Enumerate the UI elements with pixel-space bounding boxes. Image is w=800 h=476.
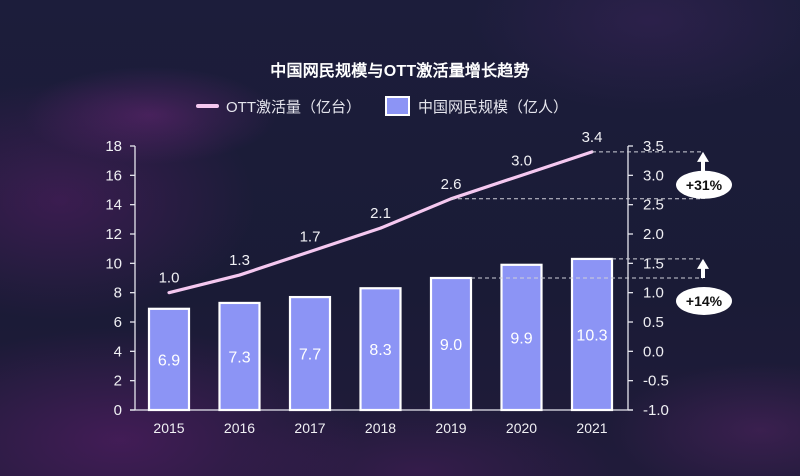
- bar-value-label: 8.3: [369, 342, 391, 359]
- bar-2016: [218, 301, 261, 412]
- bar-value-label: 7.7: [299, 347, 321, 364]
- bar-2020: [500, 263, 543, 412]
- line-value-label: 1.3: [229, 252, 250, 269]
- bar-2015: [147, 307, 191, 412]
- line-value-label: 3.0: [511, 152, 532, 169]
- y-left-tick-label: 16: [105, 167, 122, 184]
- x-tick-label-2019: 2019: [435, 420, 466, 436]
- y-left-tick-label: 0: [114, 402, 122, 419]
- y-right-tick-label: -1.0: [643, 402, 669, 419]
- y-right-tick-label: 2.0: [643, 226, 664, 243]
- line-value-label: 2.6: [441, 176, 462, 193]
- legend-item-netizens: 中国网民规模（亿人）: [418, 99, 569, 116]
- growth-badge: [676, 287, 732, 315]
- y-left-tick-label: 12: [105, 226, 122, 243]
- y-right-tick-label: 2.5: [643, 197, 664, 214]
- data-labels: 6.9 7.3 7.7 8.3 9.0 9.9 10.3 1.0 1.3 1.7 2.1 2.6 3.0…: [158, 129, 608, 370]
- bar-2021: [570, 257, 614, 412]
- bar-series: [147, 257, 614, 412]
- x-tick-label-2020: 2020: [506, 420, 537, 436]
- y-right-tick-label: -0.5: [643, 373, 669, 390]
- bar-value-label: 9.9: [510, 330, 532, 347]
- growth-annotations: +31% +14%: [451, 151, 732, 315]
- bar-value-label: 9.0: [440, 337, 462, 354]
- bar-2018: [359, 287, 402, 412]
- ott-line: [167, 150, 594, 295]
- bar-2019: [429, 276, 473, 412]
- y-left-tick-label: 8: [114, 285, 122, 302]
- y-left-tick-label: 4: [114, 343, 122, 360]
- y-left-tick-label: 2: [114, 373, 122, 390]
- x-tick-label-2016: 2016: [224, 420, 255, 436]
- axes: 0 2 4 6 8 10 12 14 16 18 -1.0 -0.5 0.0 0.5 1.0 1.5 2.0 2.…: [105, 138, 669, 436]
- y-right-tick-label: 1.0: [643, 285, 664, 302]
- chart-title: 中国网民规模与OTT激活量增长趋势: [270, 63, 530, 80]
- bar-value-label: 7.3: [228, 349, 250, 366]
- bar-value-label: 6.9: [158, 352, 180, 369]
- line-series: [167, 150, 594, 295]
- growth-badge-label: +14%: [686, 293, 723, 309]
- y-left-tick-label: 14: [105, 197, 122, 214]
- y-right-tick-label: 3.5: [643, 138, 664, 155]
- x-tick-label-2021: 2021: [576, 420, 607, 436]
- y-right-tick-label: 1.5: [643, 255, 664, 272]
- arrow-up-icon: [697, 258, 709, 269]
- line-value-label: 2.1: [370, 205, 391, 222]
- legend-line-swatch-icon: [196, 104, 219, 108]
- line-value-label: 1.0: [159, 270, 180, 287]
- growth-badge-label: +31%: [686, 177, 723, 193]
- x-tick-label-2015: 2015: [153, 420, 184, 436]
- line-value-label: 1.7: [300, 229, 321, 246]
- x-tick-label-2017: 2017: [294, 420, 325, 436]
- line-value-label: 3.4: [582, 129, 603, 146]
- legend-item-ott: OTT激活量（亿台）: [226, 99, 361, 116]
- y-left-tick-label: 10: [105, 255, 122, 272]
- bar-2017: [288, 295, 332, 412]
- legend-bar-swatch-icon: [385, 96, 410, 116]
- y-right-tick-label: 3.0: [643, 167, 664, 184]
- bar-value-label: 10.3: [576, 327, 607, 344]
- y-left-tick-label: 6: [114, 314, 122, 331]
- growth-badge: [676, 170, 732, 199]
- x-tick-label-2018: 2018: [365, 420, 396, 436]
- arrow-up-icon: [697, 151, 709, 162]
- y-right-tick-label: 0.5: [643, 314, 664, 331]
- y-right-tick-label: 0.0: [643, 343, 664, 360]
- y-left-tick-label: 18: [105, 138, 122, 155]
